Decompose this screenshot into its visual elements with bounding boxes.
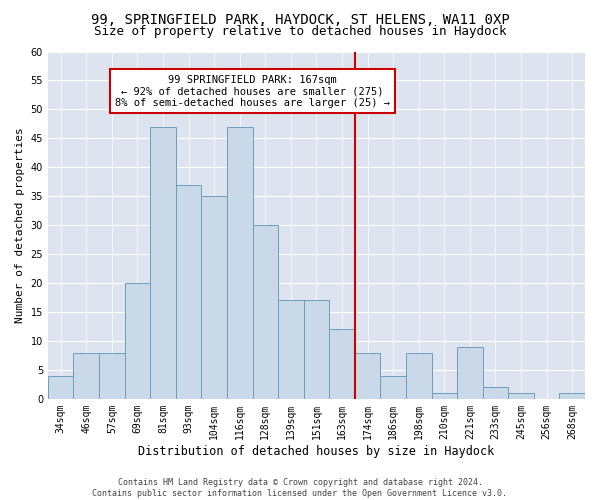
Text: Size of property relative to detached houses in Haydock: Size of property relative to detached ho… bbox=[94, 25, 506, 38]
Bar bbox=[482, 388, 508, 399]
Bar bbox=[304, 300, 329, 399]
Text: 99, SPRINGFIELD PARK, HAYDOCK, ST HELENS, WA11 0XP: 99, SPRINGFIELD PARK, HAYDOCK, ST HELENS… bbox=[91, 12, 509, 26]
X-axis label: Distribution of detached houses by size in Haydock: Distribution of detached houses by size … bbox=[139, 444, 494, 458]
Y-axis label: Number of detached properties: Number of detached properties bbox=[15, 128, 25, 323]
Bar bbox=[278, 300, 304, 399]
Bar bbox=[99, 352, 125, 399]
Bar bbox=[253, 225, 278, 399]
Bar bbox=[457, 346, 482, 399]
Bar bbox=[355, 352, 380, 399]
Bar bbox=[406, 352, 431, 399]
Text: 99 SPRINGFIELD PARK: 167sqm
← 92% of detached houses are smaller (275)
8% of sem: 99 SPRINGFIELD PARK: 167sqm ← 92% of det… bbox=[115, 74, 390, 108]
Bar bbox=[431, 393, 457, 399]
Bar bbox=[329, 330, 355, 399]
Bar bbox=[48, 376, 73, 399]
Bar bbox=[508, 393, 534, 399]
Bar bbox=[73, 352, 99, 399]
Bar bbox=[202, 196, 227, 399]
Bar bbox=[125, 283, 150, 399]
Bar bbox=[176, 184, 202, 399]
Bar bbox=[227, 127, 253, 399]
Bar bbox=[559, 393, 585, 399]
Text: Contains HM Land Registry data © Crown copyright and database right 2024.
Contai: Contains HM Land Registry data © Crown c… bbox=[92, 478, 508, 498]
Bar bbox=[380, 376, 406, 399]
Bar bbox=[150, 127, 176, 399]
